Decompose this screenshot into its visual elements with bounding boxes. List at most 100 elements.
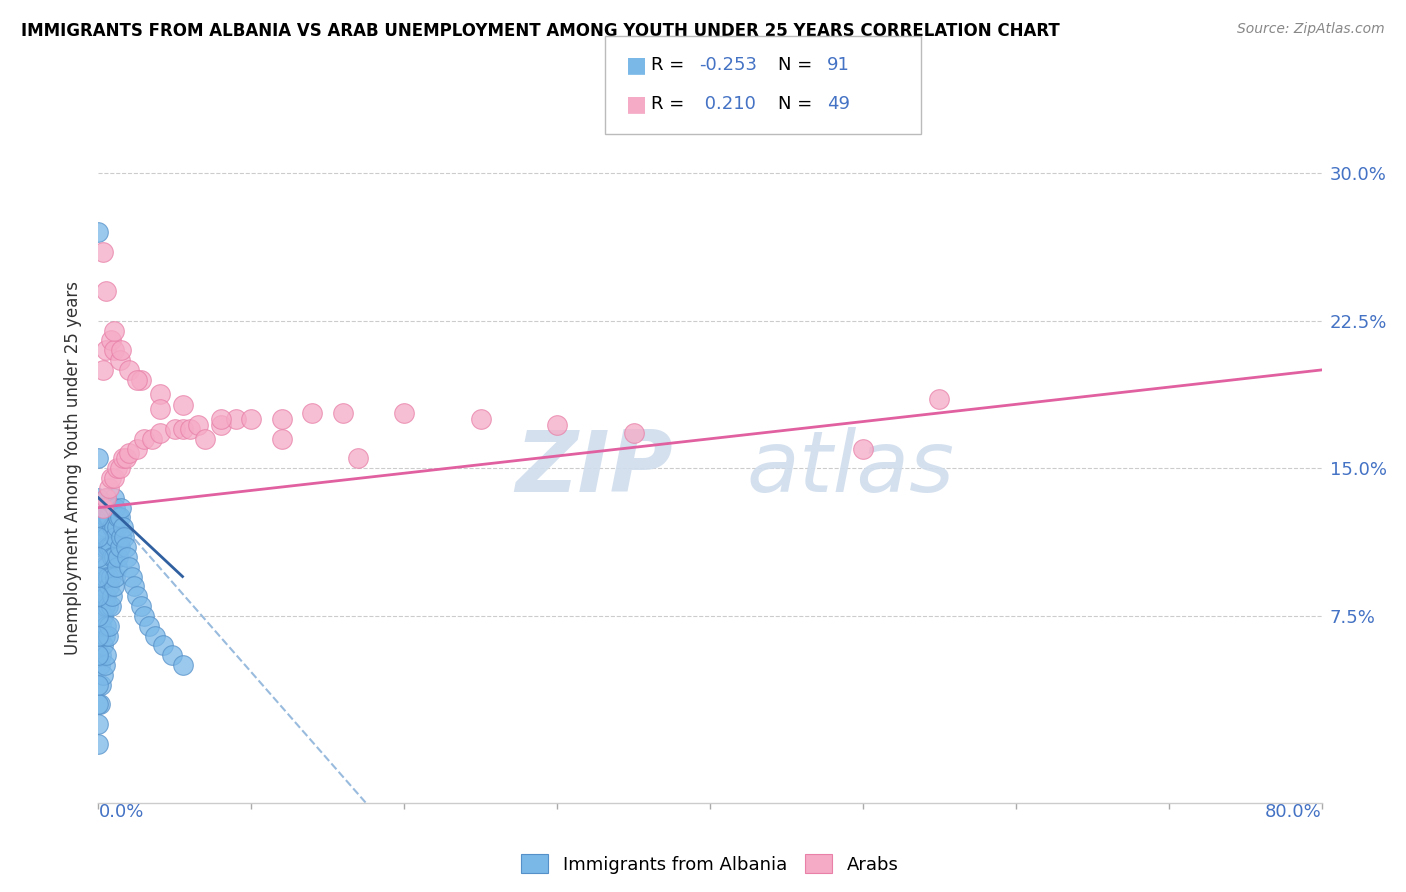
Point (87, 717, 110, 731)
Point (87, 225, 110, 239)
Point (347, 451, 370, 466)
Point (332, 406, 354, 420)
Point (100, 599, 122, 613)
Point (118, 559, 141, 574)
Point (172, 398, 194, 412)
Point (149, 425, 172, 440)
Point (91, 530, 114, 544)
Point (134, 432, 156, 446)
Point (110, 530, 132, 544)
Point (100, 540, 122, 554)
Text: ■: ■ (626, 95, 647, 114)
Point (111, 451, 134, 466)
Point (91, 668, 114, 682)
Point (143, 628, 166, 642)
Point (121, 569, 143, 583)
Point (160, 648, 183, 663)
Point (118, 445, 141, 459)
Point (194, 432, 217, 446)
Point (103, 471, 125, 485)
Point (134, 608, 156, 623)
Point (93, 540, 115, 554)
Point (87, 549, 110, 564)
Point (91, 363, 114, 377)
Point (111, 520, 134, 534)
Point (103, 579, 125, 593)
Text: Source: ZipAtlas.com: Source: ZipAtlas.com (1237, 22, 1385, 37)
Text: -0.253: -0.253 (699, 56, 756, 74)
Point (90, 589, 112, 603)
Point (112, 530, 135, 544)
Point (94, 559, 117, 574)
Point (107, 510, 129, 524)
Point (97, 599, 120, 613)
Point (187, 417, 209, 432)
Point (240, 412, 263, 426)
Text: N =: N = (778, 56, 817, 74)
Point (163, 422, 186, 436)
Point (87, 530, 110, 544)
Point (110, 500, 132, 515)
Point (94, 648, 117, 663)
Point (89, 698, 111, 712)
Text: N =: N = (778, 95, 817, 113)
Point (94, 491, 117, 505)
Point (470, 412, 492, 426)
Point (270, 412, 292, 426)
Point (87, 648, 110, 663)
Point (87, 737, 110, 751)
Point (108, 353, 131, 368)
Point (105, 559, 128, 574)
Text: IMMIGRANTS FROM ALBANIA VS ARAB UNEMPLOYMENT AMONG YOUTH UNDER 25 YEARS CORRELAT: IMMIGRANTS FROM ALBANIA VS ARAB UNEMPLOY… (21, 22, 1060, 40)
Point (546, 417, 568, 432)
Point (87, 678, 110, 692)
Point (87, 608, 110, 623)
Point (89, 628, 111, 642)
Point (100, 471, 122, 485)
Text: 0.0%: 0.0% (98, 803, 143, 821)
Point (93, 520, 115, 534)
Point (93, 569, 115, 583)
Point (122, 579, 145, 593)
Point (104, 500, 127, 515)
Point (94, 510, 117, 524)
Point (98, 510, 121, 524)
Point (108, 540, 131, 554)
Point (270, 432, 292, 446)
Point (98, 540, 121, 554)
Point (90, 618, 112, 632)
Point (125, 442, 148, 456)
Point (97, 569, 120, 583)
Point (87, 698, 110, 712)
Point (91, 579, 114, 593)
Point (301, 406, 323, 420)
Point (928, 392, 950, 407)
Point (94, 618, 117, 632)
Point (87, 510, 110, 524)
Point (97, 628, 120, 642)
Point (91, 639, 114, 653)
Point (152, 639, 174, 653)
Point (103, 549, 125, 564)
Point (94, 284, 117, 298)
Text: ■: ■ (626, 55, 647, 75)
Point (108, 510, 131, 524)
Text: R =: R = (651, 95, 690, 113)
Point (104, 569, 127, 583)
Point (110, 343, 132, 358)
Point (100, 334, 122, 348)
Point (392, 406, 416, 420)
Point (105, 461, 128, 475)
Point (141, 432, 163, 446)
Point (209, 412, 232, 426)
Point (108, 461, 131, 475)
Point (87, 589, 110, 603)
Point (87, 569, 110, 583)
Point (97, 510, 120, 524)
Point (125, 589, 148, 603)
Point (225, 412, 247, 426)
Point (179, 422, 201, 436)
Point (138, 618, 160, 632)
Point (115, 540, 138, 554)
Point (93, 658, 115, 673)
